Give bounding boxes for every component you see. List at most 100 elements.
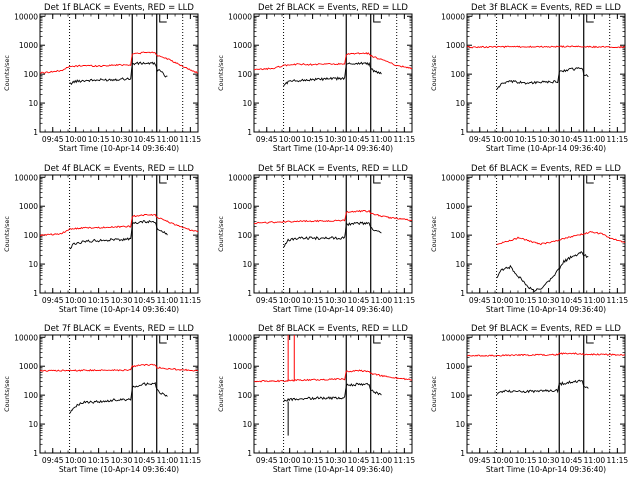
x-tick-label: 11:00	[157, 456, 179, 465]
x-tick-label: 10:00	[492, 456, 514, 465]
x-tick-label: 11:15	[607, 135, 629, 144]
x-tick-label: 10:45	[348, 135, 370, 144]
lld-series-line	[39, 213, 199, 237]
x-tick-label: 10:15	[88, 456, 110, 465]
panel-9: Det 9f BLACK = Events, RED = LLD 1 10 100 10…	[430, 324, 628, 474]
x-tick-label: 10:30	[538, 135, 560, 144]
panel-title: Det 8f BLACK = Events, RED = LLD	[258, 324, 408, 334]
x-tick-label: 10:15	[88, 135, 110, 144]
corner-marker	[373, 336, 381, 344]
x-axis-label: Start Time (10-Apr-14 09:36:40)	[273, 305, 393, 314]
y-tick-label: 10	[242, 99, 252, 108]
plot-frame	[253, 174, 413, 294]
x-tick-label: 10:00	[279, 296, 301, 305]
events-series-line	[283, 221, 382, 248]
x-tick-label: 11:00	[371, 296, 393, 305]
lld-series-line	[39, 51, 198, 74]
events-series-line	[69, 381, 168, 414]
x-tick-label: 10:00	[492, 296, 514, 305]
y-axis-label: Counts/sec	[217, 216, 225, 252]
panel-8: Det 8f BLACK = Events, RED = LLD 1 10 100 10…	[217, 324, 415, 474]
y-axis-label: Counts/sec	[430, 216, 438, 252]
x-axis-label: Start Time (10-Apr-14 09:36:40)	[486, 144, 606, 153]
y-tick-label: 10000	[228, 12, 252, 21]
y-tick-label: 100	[238, 391, 253, 400]
plot-frame	[39, 13, 199, 133]
corner-marker	[159, 176, 167, 184]
x-tick-label: 10:30	[111, 135, 133, 144]
y-axis-label: Counts/sec	[3, 216, 11, 252]
y-tick-label: 100	[238, 231, 253, 240]
x-tick-label: 10:45	[134, 296, 156, 305]
events-series-line	[283, 61, 382, 87]
panel-6: Det 6f BLACK = Events, RED = LLD 1 10 100 10…	[430, 164, 628, 314]
y-axis-label: Counts/sec	[3, 55, 11, 91]
plot-frame	[39, 174, 199, 294]
x-tick-label: 10:00	[279, 135, 301, 144]
x-tick-label: 09:45	[256, 296, 278, 305]
corner-marker	[159, 336, 167, 344]
y-tick-label: 100	[451, 231, 466, 240]
y-axis-label: Counts/sec	[3, 376, 11, 412]
lld-series-line	[254, 369, 413, 383]
x-tick-label: 10:45	[134, 135, 156, 144]
y-tick-label: 1	[247, 449, 252, 458]
x-tick-label: 11:00	[584, 456, 606, 465]
y-tick-label: 1	[33, 128, 38, 137]
x-tick-label: 09:45	[42, 456, 64, 465]
y-tick-label: 10	[242, 260, 252, 269]
panel-title: Det 9f BLACK = Events, RED = LLD	[471, 324, 621, 334]
panel-title: Det 7f BLACK = Events, RED = LLD	[44, 324, 194, 334]
panel-title: Det 5f BLACK = Events, RED = LLD	[258, 164, 408, 174]
y-tick-label: 100	[24, 70, 39, 79]
plot-frame	[466, 174, 626, 294]
x-tick-label: 10:15	[515, 135, 537, 144]
y-tick-label: 1000	[233, 362, 252, 371]
x-tick-label: 11:00	[584, 296, 606, 305]
panel-4: Det 4f BLACK = Events, RED = LLD 1 10 100 10…	[3, 164, 201, 314]
x-axis-label: Start Time (10-Apr-14 09:36:40)	[59, 144, 179, 153]
y-tick-label: 100	[451, 70, 466, 79]
plot-frame	[253, 13, 413, 133]
y-tick-label: 1	[33, 449, 38, 458]
x-tick-label: 10:15	[515, 296, 537, 305]
x-tick-label: 09:45	[256, 456, 278, 465]
x-tick-label: 10:00	[65, 456, 87, 465]
x-tick-label: 10:00	[279, 456, 301, 465]
y-tick-label: 1000	[446, 362, 465, 371]
y-axis-label: Counts/sec	[217, 55, 225, 91]
plot-frame	[39, 334, 199, 454]
panel-2: Det 2f BLACK = Events, RED = LLD 1 10 100 10…	[217, 3, 415, 153]
y-tick-label: 1	[460, 128, 465, 137]
plot-frame	[466, 13, 626, 133]
y-tick-label: 10	[28, 99, 38, 108]
x-tick-label: 10:00	[65, 296, 87, 305]
x-tick-label: 09:45	[42, 296, 64, 305]
corner-marker	[586, 176, 594, 184]
x-tick-label: 10:30	[111, 296, 133, 305]
events-series-line	[283, 382, 382, 403]
lld-series-line	[253, 209, 413, 225]
y-tick-label: 10	[28, 420, 38, 429]
corner-marker	[373, 176, 381, 184]
x-tick-label: 11:15	[180, 135, 202, 144]
events-series-line	[69, 219, 168, 250]
x-axis-label: Start Time (10-Apr-14 09:36:40)	[273, 465, 393, 474]
panel-title: Det 6f BLACK = Events, RED = LLD	[471, 164, 621, 174]
x-tick-label: 10:45	[561, 456, 583, 465]
lld-series-line	[496, 230, 626, 246]
x-tick-label: 10:15	[302, 135, 324, 144]
x-axis-label: Start Time (10-Apr-14 09:36:40)	[273, 144, 393, 153]
x-tick-label: 10:15	[88, 296, 110, 305]
y-tick-label: 10	[455, 99, 465, 108]
x-tick-label: 11:00	[157, 135, 179, 144]
x-tick-label: 10:00	[492, 135, 514, 144]
x-tick-label: 10:45	[348, 296, 370, 305]
y-tick-label: 1	[247, 289, 252, 298]
x-axis-label: Start Time (10-Apr-14 09:36:40)	[59, 465, 179, 474]
x-tick-label: 09:45	[469, 296, 491, 305]
y-tick-label: 100	[451, 391, 466, 400]
corner-marker	[373, 15, 381, 23]
x-tick-label: 11:15	[607, 296, 629, 305]
